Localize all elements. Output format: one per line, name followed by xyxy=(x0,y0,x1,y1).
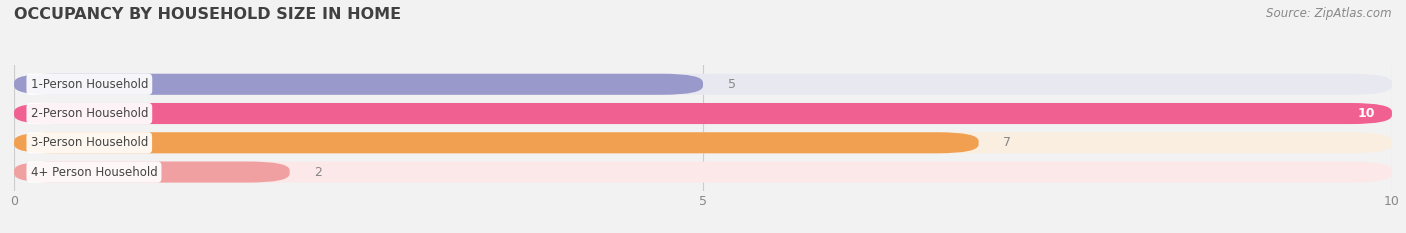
FancyBboxPatch shape xyxy=(14,103,1392,124)
FancyBboxPatch shape xyxy=(14,161,290,183)
Text: 2: 2 xyxy=(315,165,322,178)
Text: OCCUPANCY BY HOUSEHOLD SIZE IN HOME: OCCUPANCY BY HOUSEHOLD SIZE IN HOME xyxy=(14,7,401,22)
Text: 3-Person Household: 3-Person Household xyxy=(31,136,148,149)
FancyBboxPatch shape xyxy=(14,74,703,95)
Text: 7: 7 xyxy=(1004,136,1011,149)
Text: 5: 5 xyxy=(728,78,735,91)
FancyBboxPatch shape xyxy=(14,132,1392,153)
Text: Source: ZipAtlas.com: Source: ZipAtlas.com xyxy=(1267,7,1392,20)
FancyBboxPatch shape xyxy=(14,103,1392,124)
Text: 10: 10 xyxy=(1358,107,1375,120)
Text: 1-Person Household: 1-Person Household xyxy=(31,78,148,91)
Text: 2-Person Household: 2-Person Household xyxy=(31,107,148,120)
FancyBboxPatch shape xyxy=(14,74,1392,95)
FancyBboxPatch shape xyxy=(14,132,979,153)
FancyBboxPatch shape xyxy=(14,161,1392,183)
Text: 4+ Person Household: 4+ Person Household xyxy=(31,165,157,178)
